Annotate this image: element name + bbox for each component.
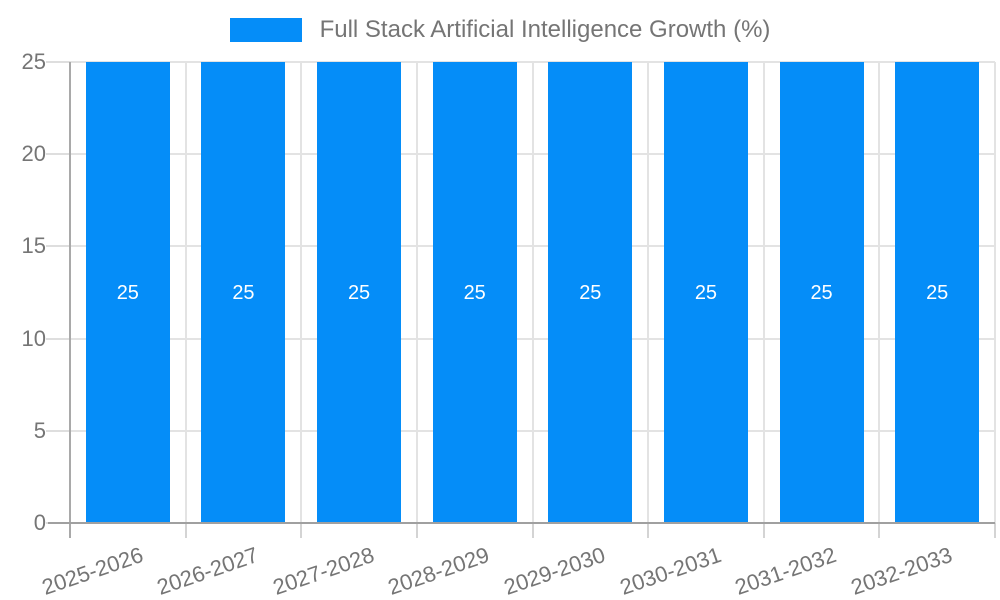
x-gridline — [994, 62, 996, 523]
bar[interactable] — [85, 62, 170, 523]
bar-value-label: 25 — [810, 281, 833, 304]
x-category-label: 2029-2030 — [500, 542, 609, 600]
x-category-label: 2031-2032 — [732, 542, 840, 600]
y-axis-line — [69, 62, 71, 538]
x-tick-mark — [184, 523, 187, 538]
y-tick-mark — [46, 337, 70, 340]
x-category-label: 2027-2028 — [269, 542, 378, 600]
legend-swatch[interactable] — [229, 18, 302, 42]
x-tick-mark — [300, 523, 303, 538]
bar[interactable] — [895, 62, 980, 523]
y-tick-mark — [46, 245, 70, 248]
y-tick-label: 10 — [21, 325, 46, 351]
x-category-label: 2032-2033 — [847, 542, 956, 600]
x-category-label: 2026-2027 — [153, 542, 262, 600]
bar[interactable] — [201, 62, 286, 523]
x-tick-mark — [762, 523, 765, 538]
x-category-label: 2028-2029 — [385, 542, 493, 600]
x-gridline — [300, 62, 303, 523]
bar[interactable] — [548, 62, 633, 523]
x-tick-mark — [647, 523, 650, 538]
x-gridline — [762, 62, 765, 523]
bar[interactable] — [317, 62, 402, 523]
x-gridline — [415, 62, 418, 523]
y-tick-label: 0 — [33, 510, 46, 535]
x-gridline — [531, 62, 534, 523]
bar-value-label: 25 — [694, 281, 718, 304]
legend: Full Stack Artificial Intelligence Growt… — [0, 16, 1000, 44]
legend-label[interactable]: Full Stack Artificial Intelligence Growt… — [319, 16, 771, 43]
x-tick-mark — [531, 523, 534, 538]
bar-value-label: 25 — [347, 281, 371, 304]
bar-value-label: 25 — [579, 281, 602, 304]
y-tick-label: 15 — [21, 233, 46, 259]
x-tick-mark — [415, 523, 418, 538]
x-axis-line — [48, 522, 995, 524]
x-gridline — [878, 62, 881, 523]
bar-value-label: 25 — [463, 281, 486, 304]
y-tick-label: 20 — [21, 141, 46, 167]
y-tick-label: 25 — [21, 49, 46, 74]
x-gridline — [184, 62, 187, 523]
bar-value-label: 25 — [232, 281, 255, 304]
bar-value-label: 25 — [116, 281, 139, 304]
y-tick-mark — [46, 153, 70, 156]
y-tick-mark — [46, 61, 70, 63]
x-gridline — [647, 62, 650, 523]
bar-value-label: 25 — [926, 281, 949, 304]
x-tick-mark — [994, 523, 996, 538]
y-tick-label: 5 — [33, 417, 46, 443]
x-category-label: 2030-2031 — [616, 542, 725, 600]
bar[interactable] — [432, 62, 517, 523]
x-category-label: 2025-2026 — [38, 542, 146, 600]
bar[interactable] — [663, 62, 748, 523]
bar[interactable] — [779, 62, 864, 523]
y-tick-mark — [46, 429, 70, 432]
x-tick-mark — [878, 523, 881, 538]
